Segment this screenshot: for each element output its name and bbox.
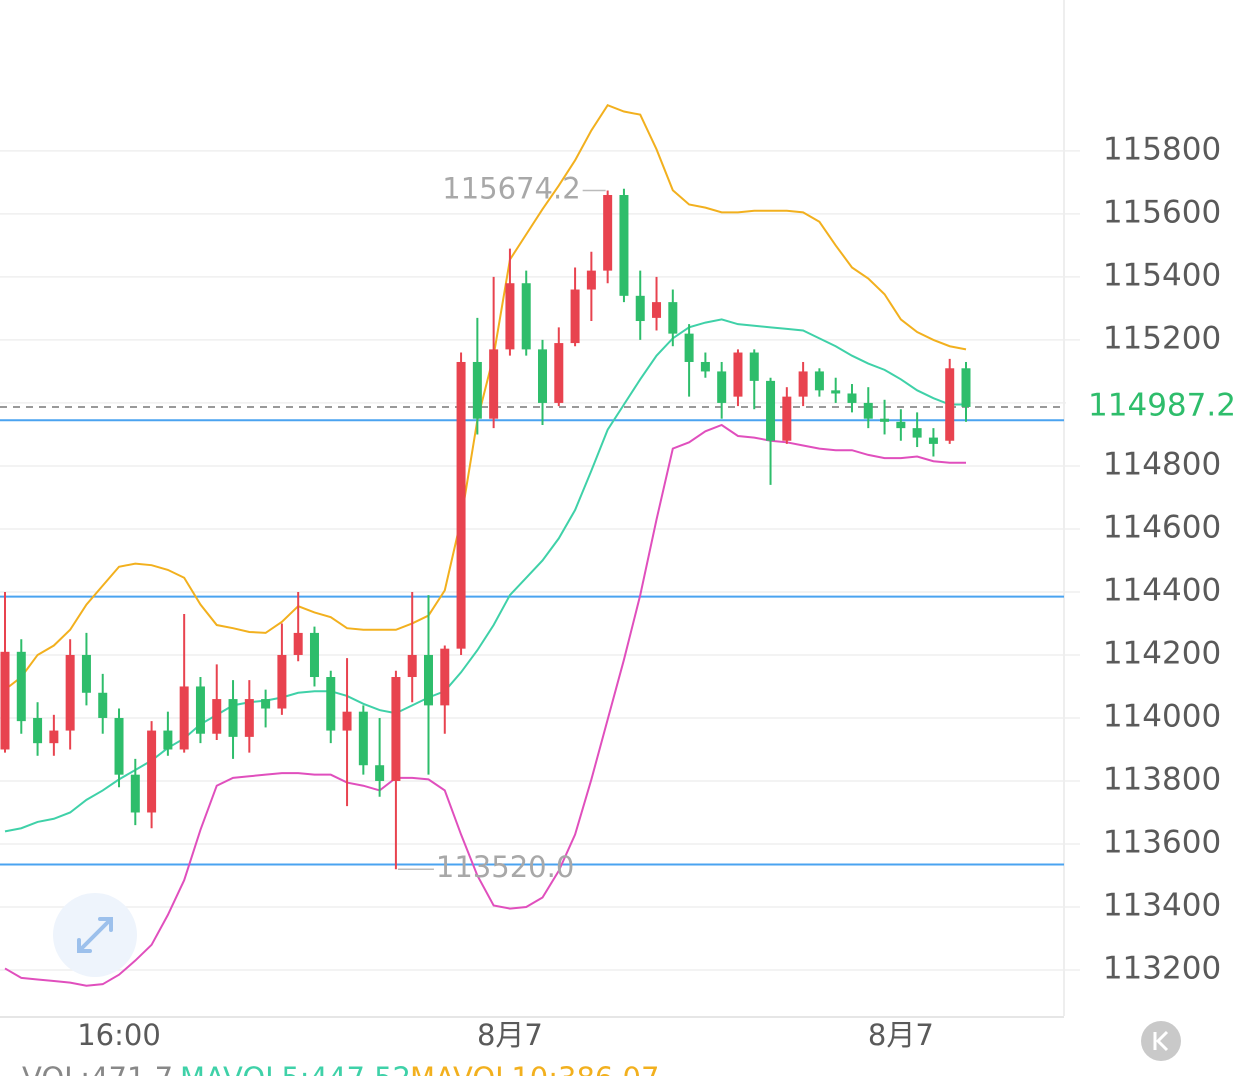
candle-body bbox=[831, 390, 841, 394]
annotation-label: 115674.2 bbox=[442, 172, 580, 206]
x-tick-label: 8月7 bbox=[868, 1018, 934, 1052]
candle-body bbox=[635, 295, 645, 322]
candle-body bbox=[472, 361, 482, 419]
candle-body bbox=[147, 730, 157, 813]
candle-body bbox=[16, 651, 26, 722]
x-tick-label: 8月7 bbox=[477, 1018, 543, 1052]
candle-body bbox=[603, 195, 613, 271]
candle-body bbox=[277, 654, 287, 709]
candle-body bbox=[749, 352, 759, 381]
band-line bbox=[4, 423, 966, 987]
candle-body bbox=[0, 651, 10, 750]
candle-body bbox=[717, 371, 727, 403]
candle-body bbox=[928, 437, 938, 444]
candle-body bbox=[586, 270, 596, 290]
y-tick-label: 115400 bbox=[1103, 257, 1221, 293]
candle-body bbox=[798, 371, 808, 397]
candle-body bbox=[700, 361, 710, 372]
k-bg bbox=[1141, 1021, 1181, 1061]
candle-body bbox=[554, 343, 564, 403]
candle-body bbox=[733, 352, 743, 397]
candle-body bbox=[619, 195, 629, 296]
candle-body bbox=[668, 302, 678, 334]
y-tick-label: 115600 bbox=[1103, 194, 1221, 230]
y-tick-label: 114200 bbox=[1103, 635, 1221, 671]
footer-indicator: VOL:471.7 bbox=[22, 1061, 173, 1076]
candle-body bbox=[342, 711, 352, 731]
candle-body bbox=[33, 717, 43, 744]
candle-body bbox=[326, 677, 336, 731]
band-line bbox=[4, 103, 967, 691]
expand-icon bbox=[77, 917, 113, 953]
candle-body bbox=[766, 380, 776, 441]
candle-body bbox=[456, 361, 466, 649]
candle-body bbox=[309, 632, 319, 678]
candle-body bbox=[489, 349, 499, 419]
footer-indicator: MAVOL10:386.07 bbox=[410, 1061, 659, 1076]
candle-body bbox=[684, 333, 694, 362]
candle-body bbox=[782, 396, 792, 441]
candle-body bbox=[358, 711, 368, 766]
candle-body bbox=[423, 654, 433, 706]
band-line bbox=[4, 318, 966, 833]
candle-body bbox=[912, 428, 922, 438]
candle-body bbox=[163, 730, 173, 750]
annotation-label: 113520.0 bbox=[436, 850, 574, 884]
k-button[interactable] bbox=[1141, 1021, 1181, 1061]
candle-body bbox=[521, 283, 531, 350]
y-tick-label: 114800 bbox=[1103, 446, 1221, 482]
candle-body bbox=[538, 349, 548, 403]
candle-body bbox=[391, 677, 401, 781]
candle-body bbox=[814, 371, 824, 391]
footer-indicator: MAVOL5:447.52 bbox=[180, 1061, 411, 1076]
k-icon bbox=[1153, 1030, 1169, 1052]
candle-body bbox=[261, 699, 271, 709]
candle-body bbox=[244, 699, 254, 737]
y-tick-label: 114400 bbox=[1103, 572, 1221, 608]
candle-body bbox=[130, 774, 140, 813]
candle-body bbox=[863, 402, 873, 419]
candle-body bbox=[65, 654, 75, 731]
candle-body bbox=[195, 686, 205, 734]
candle-body bbox=[896, 421, 906, 429]
y-tick-label: 113600 bbox=[1103, 824, 1221, 860]
y-tick-label: 113800 bbox=[1103, 761, 1221, 797]
candle-body bbox=[505, 283, 515, 350]
candle-body bbox=[652, 302, 662, 318]
candle-body bbox=[212, 699, 222, 734]
candle-body bbox=[407, 654, 417, 678]
y-tick-label: 113200 bbox=[1103, 951, 1221, 987]
last-price-label: 114987.2 bbox=[1088, 387, 1236, 423]
candle-body bbox=[228, 699, 238, 737]
candle-body bbox=[570, 289, 580, 344]
y-tick-label: 113400 bbox=[1103, 887, 1221, 923]
last-price-bg bbox=[1066, 384, 1260, 429]
y-tick-label: 115200 bbox=[1103, 320, 1221, 356]
y-tick-label: 114600 bbox=[1103, 509, 1221, 545]
expand-button[interactable] bbox=[53, 893, 137, 977]
candle-body bbox=[179, 686, 189, 750]
candle-body bbox=[49, 730, 59, 744]
candle-body bbox=[945, 368, 955, 441]
candle-body bbox=[114, 717, 124, 775]
y-tick-label: 115800 bbox=[1103, 131, 1221, 167]
candle-body bbox=[961, 368, 971, 407]
candle-body bbox=[98, 692, 108, 718]
y-tick-label: 114000 bbox=[1103, 698, 1221, 734]
candle-body bbox=[880, 418, 890, 422]
candle-body bbox=[847, 393, 857, 403]
candle-body bbox=[375, 765, 385, 781]
candle-body bbox=[293, 632, 303, 655]
candle-body bbox=[440, 648, 450, 706]
x-tick-label: 16:00 bbox=[77, 1018, 161, 1052]
candle-body bbox=[81, 654, 91, 693]
